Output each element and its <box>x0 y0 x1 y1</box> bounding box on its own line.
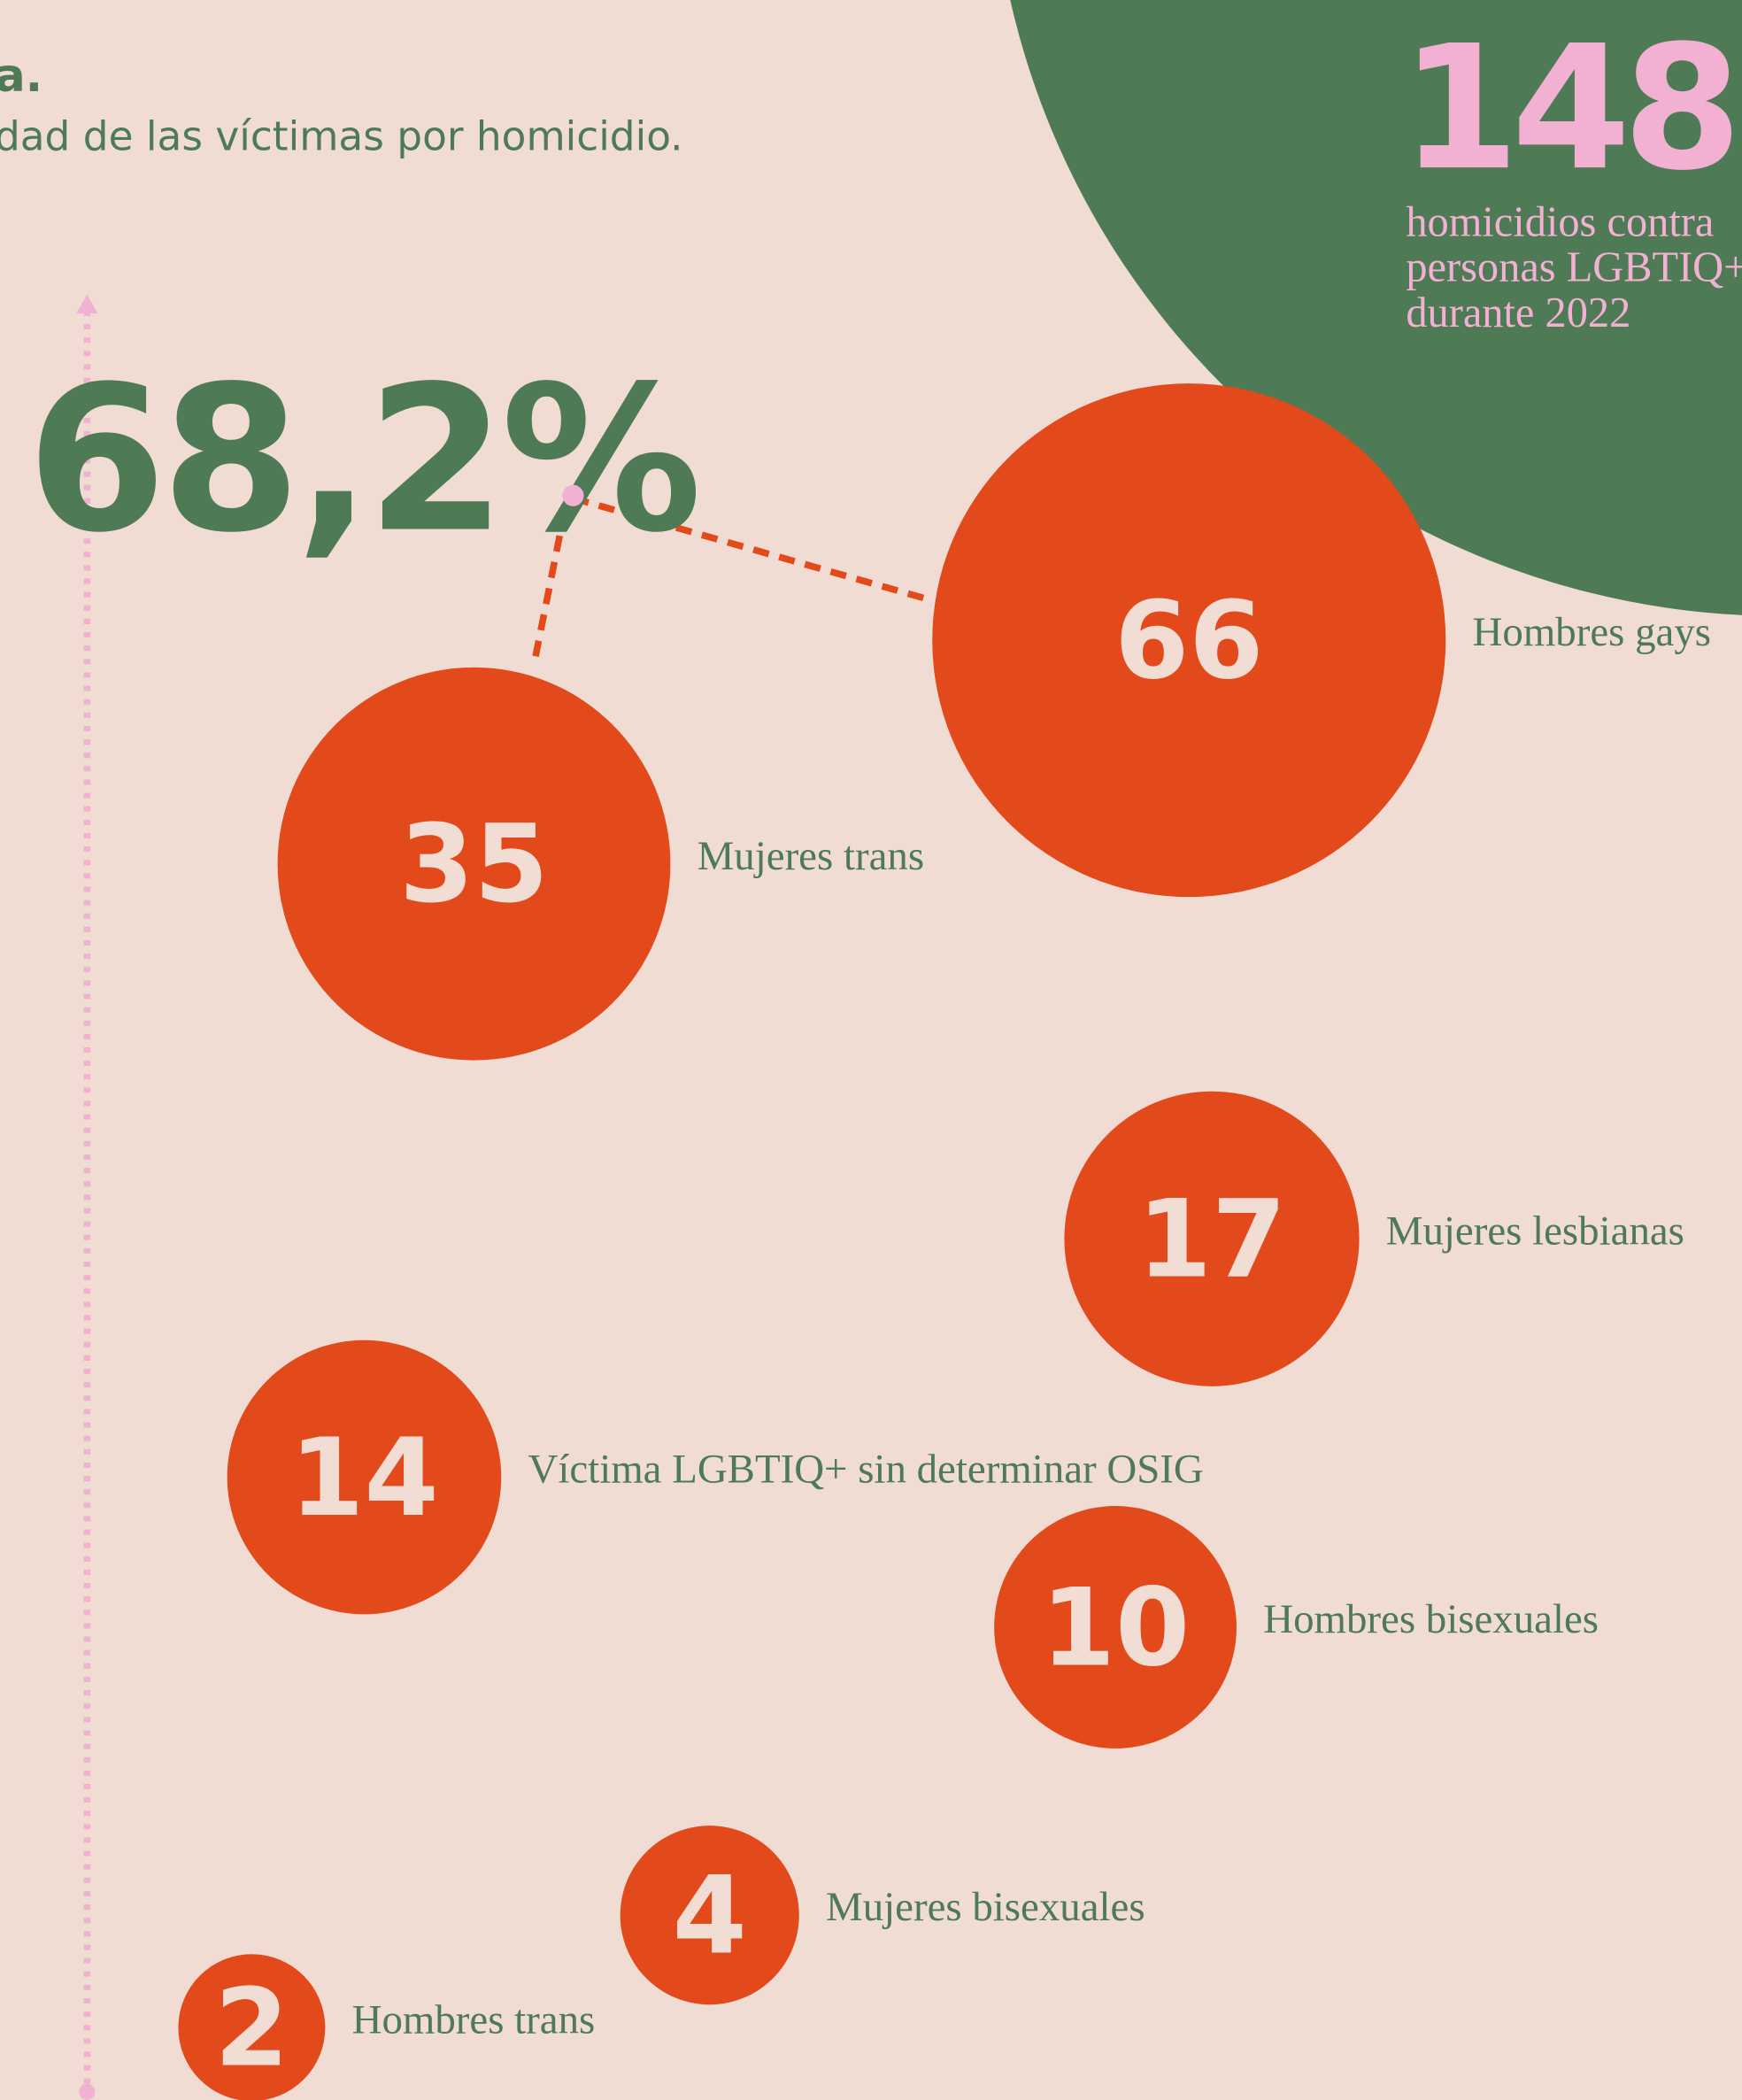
bubble <box>178 1954 326 2100</box>
bubble-value: 4 <box>673 1854 747 1979</box>
bubble <box>932 383 1446 898</box>
bubble-value: 2 <box>214 1966 289 2091</box>
axis-arrow <box>76 294 98 314</box>
connector <box>532 535 564 658</box>
total-value: 148 <box>1400 8 1734 208</box>
bubble-label: Hombres gays <box>1473 609 1712 655</box>
bubble <box>994 1506 1237 1749</box>
axis-end <box>79 2083 96 2100</box>
bubble-value: 14 <box>289 1416 438 1540</box>
bubble-value: 66 <box>1114 578 1263 703</box>
bubbles: 66 Hombres gays 35 Mujeres trans 17 Mujeres l… <box>178 383 1711 2100</box>
bubble-label: Mujeres lesbianas <box>1386 1208 1684 1254</box>
bubble-label: Mujeres bisexuales <box>826 1884 1145 1930</box>
bubble <box>620 1826 799 2005</box>
total-line: personas LGBTIQ+ <box>1406 244 1742 291</box>
bubble-value: 17 <box>1137 1177 1286 1302</box>
total-line: durante 2022 <box>1406 290 1630 336</box>
bubble-value: 10 <box>1041 1565 1190 1690</box>
total-circle <box>1010 0 1742 615</box>
bubble <box>227 1340 502 1615</box>
bubble-label: Hombres trans <box>352 1996 596 2042</box>
bubble-label: Hombres bisexuales <box>1263 1596 1599 1642</box>
bubble-value: 35 <box>399 802 548 927</box>
bubble <box>277 667 671 1061</box>
bubble <box>1064 1091 1360 1386</box>
bubble-label: Mujeres trans <box>698 833 924 879</box>
bubble-label: Víctima LGBTIQ+ sin determinar OSIG <box>528 1447 1203 1493</box>
title: a. <box>0 50 42 103</box>
share-dot <box>562 484 584 506</box>
share: 68,2% <box>27 343 697 577</box>
total-line: homicidios contra <box>1406 198 1714 245</box>
subtitle: dad de las víctimas por homicidio. <box>0 112 683 159</box>
connector <box>572 495 932 604</box>
